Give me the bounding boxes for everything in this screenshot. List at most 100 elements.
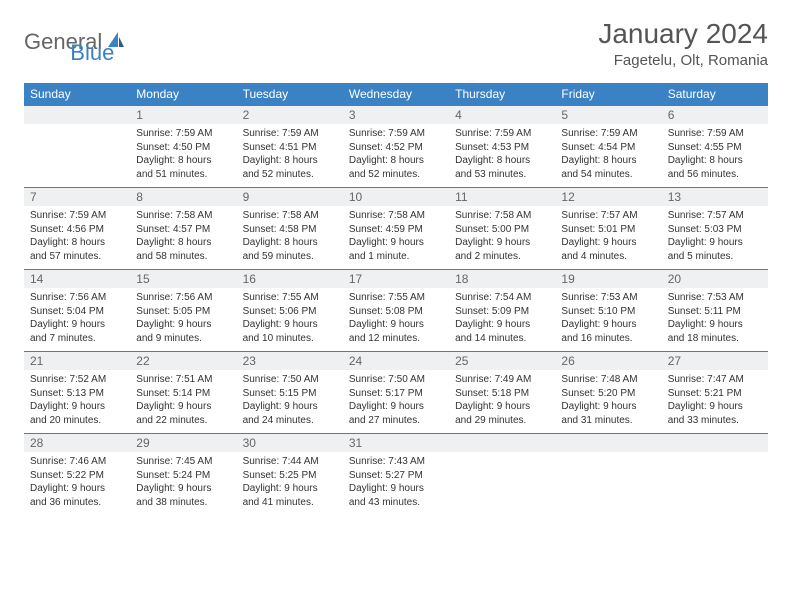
week-row: 14Sunrise: 7:56 AMSunset: 5:04 PMDayligh… [24, 270, 768, 352]
day-cell: 6Sunrise: 7:59 AMSunset: 4:55 PMDaylight… [662, 106, 768, 188]
day-dl2: and 24 minutes. [243, 414, 337, 428]
day-dl2: and 18 minutes. [668, 332, 762, 346]
day-body: Sunrise: 7:43 AMSunset: 5:27 PMDaylight:… [343, 452, 449, 515]
logo-text-blue: Blue [70, 40, 114, 66]
day-dl1: Daylight: 9 hours [561, 236, 655, 250]
day-cell: 7Sunrise: 7:59 AMSunset: 4:56 PMDaylight… [24, 188, 130, 270]
day-number [662, 434, 768, 452]
title-block: January 2024 Fagetelu, Olt, Romania [598, 18, 768, 69]
day-ss: Sunset: 5:03 PM [668, 223, 762, 237]
day-cell: 28Sunrise: 7:46 AMSunset: 5:22 PMDayligh… [24, 434, 130, 516]
day-ss: Sunset: 5:17 PM [349, 387, 443, 401]
day-dl2: and 1 minute. [349, 250, 443, 264]
day-sr: Sunrise: 7:59 AM [243, 127, 337, 141]
day-number: 13 [662, 188, 768, 206]
day-cell: 5Sunrise: 7:59 AMSunset: 4:54 PMDaylight… [555, 106, 661, 188]
day-body: Sunrise: 7:50 AMSunset: 5:15 PMDaylight:… [237, 370, 343, 433]
day-dl2: and 52 minutes. [349, 168, 443, 182]
day-dl1: Daylight: 9 hours [668, 400, 762, 414]
day-body: Sunrise: 7:55 AMSunset: 5:06 PMDaylight:… [237, 288, 343, 351]
day-dl1: Daylight: 9 hours [349, 318, 443, 332]
day-cell [24, 106, 130, 188]
day-sr: Sunrise: 7:53 AM [561, 291, 655, 305]
day-dl2: and 22 minutes. [136, 414, 230, 428]
day-dl1: Daylight: 8 hours [136, 236, 230, 250]
day-body: Sunrise: 7:59 AMSunset: 4:50 PMDaylight:… [130, 124, 236, 187]
day-cell: 29Sunrise: 7:45 AMSunset: 5:24 PMDayligh… [130, 434, 236, 516]
day-cell: 23Sunrise: 7:50 AMSunset: 5:15 PMDayligh… [237, 352, 343, 434]
day-sr: Sunrise: 7:58 AM [349, 209, 443, 223]
day-dl1: Daylight: 9 hours [561, 318, 655, 332]
day-dl2: and 57 minutes. [30, 250, 124, 264]
day-ss: Sunset: 5:01 PM [561, 223, 655, 237]
week-row: 21Sunrise: 7:52 AMSunset: 5:13 PMDayligh… [24, 352, 768, 434]
day-sr: Sunrise: 7:46 AM [30, 455, 124, 469]
day-number: 23 [237, 352, 343, 370]
day-number: 22 [130, 352, 236, 370]
day-body: Sunrise: 7:58 AMSunset: 5:00 PMDaylight:… [449, 206, 555, 269]
day-number: 26 [555, 352, 661, 370]
day-ss: Sunset: 5:18 PM [455, 387, 549, 401]
location-text: Fagetelu, Olt, Romania [598, 52, 768, 69]
day-body: Sunrise: 7:59 AMSunset: 4:56 PMDaylight:… [24, 206, 130, 269]
day-sr: Sunrise: 7:57 AM [561, 209, 655, 223]
day-dl1: Daylight: 9 hours [455, 236, 549, 250]
day-cell: 15Sunrise: 7:56 AMSunset: 5:05 PMDayligh… [130, 270, 236, 352]
day-dl1: Daylight: 8 hours [243, 236, 337, 250]
day-ss: Sunset: 4:50 PM [136, 141, 230, 155]
day-number: 14 [24, 270, 130, 288]
day-number: 1 [130, 106, 236, 124]
day-cell: 3Sunrise: 7:59 AMSunset: 4:52 PMDaylight… [343, 106, 449, 188]
day-cell [662, 434, 768, 516]
day-number [449, 434, 555, 452]
day-sr: Sunrise: 7:59 AM [455, 127, 549, 141]
dow-heading: Tuesday [237, 83, 343, 106]
day-sr: Sunrise: 7:59 AM [30, 209, 124, 223]
day-body: Sunrise: 7:45 AMSunset: 5:24 PMDaylight:… [130, 452, 236, 515]
day-dl2: and 16 minutes. [561, 332, 655, 346]
day-dl2: and 53 minutes. [455, 168, 549, 182]
day-ss: Sunset: 4:55 PM [668, 141, 762, 155]
day-body: Sunrise: 7:57 AMSunset: 5:03 PMDaylight:… [662, 206, 768, 269]
week-row: 28Sunrise: 7:46 AMSunset: 5:22 PMDayligh… [24, 434, 768, 516]
day-ss: Sunset: 5:06 PM [243, 305, 337, 319]
day-number: 27 [662, 352, 768, 370]
day-dl2: and 14 minutes. [455, 332, 549, 346]
dow-row: Sunday Monday Tuesday Wednesday Thursday… [24, 83, 768, 106]
day-number: 9 [237, 188, 343, 206]
day-ss: Sunset: 5:00 PM [455, 223, 549, 237]
day-cell: 4Sunrise: 7:59 AMSunset: 4:53 PMDaylight… [449, 106, 555, 188]
day-dl1: Daylight: 8 hours [561, 154, 655, 168]
day-dl2: and 51 minutes. [136, 168, 230, 182]
day-number: 12 [555, 188, 661, 206]
day-cell: 17Sunrise: 7:55 AMSunset: 5:08 PMDayligh… [343, 270, 449, 352]
header: General Blue January 2024 Fagetelu, Olt,… [24, 18, 768, 69]
day-dl1: Daylight: 8 hours [243, 154, 337, 168]
day-number: 25 [449, 352, 555, 370]
day-dl2: and 54 minutes. [561, 168, 655, 182]
day-number: 18 [449, 270, 555, 288]
day-ss: Sunset: 4:57 PM [136, 223, 230, 237]
day-dl1: Daylight: 9 hours [455, 400, 549, 414]
day-body: Sunrise: 7:59 AMSunset: 4:54 PMDaylight:… [555, 124, 661, 187]
day-cell [449, 434, 555, 516]
day-ss: Sunset: 5:04 PM [30, 305, 124, 319]
day-number: 4 [449, 106, 555, 124]
day-ss: Sunset: 5:08 PM [349, 305, 443, 319]
day-sr: Sunrise: 7:48 AM [561, 373, 655, 387]
day-dl2: and 38 minutes. [136, 496, 230, 510]
day-ss: Sunset: 4:54 PM [561, 141, 655, 155]
day-dl1: Daylight: 9 hours [243, 400, 337, 414]
day-number: 29 [130, 434, 236, 452]
day-number: 10 [343, 188, 449, 206]
day-body: Sunrise: 7:51 AMSunset: 5:14 PMDaylight:… [130, 370, 236, 433]
day-sr: Sunrise: 7:58 AM [455, 209, 549, 223]
day-dl1: Daylight: 8 hours [455, 154, 549, 168]
day-dl2: and 33 minutes. [668, 414, 762, 428]
day-number: 11 [449, 188, 555, 206]
day-dl2: and 52 minutes. [243, 168, 337, 182]
day-body: Sunrise: 7:54 AMSunset: 5:09 PMDaylight:… [449, 288, 555, 351]
day-body [24, 124, 130, 174]
day-body: Sunrise: 7:56 AMSunset: 5:05 PMDaylight:… [130, 288, 236, 351]
day-cell: 16Sunrise: 7:55 AMSunset: 5:06 PMDayligh… [237, 270, 343, 352]
